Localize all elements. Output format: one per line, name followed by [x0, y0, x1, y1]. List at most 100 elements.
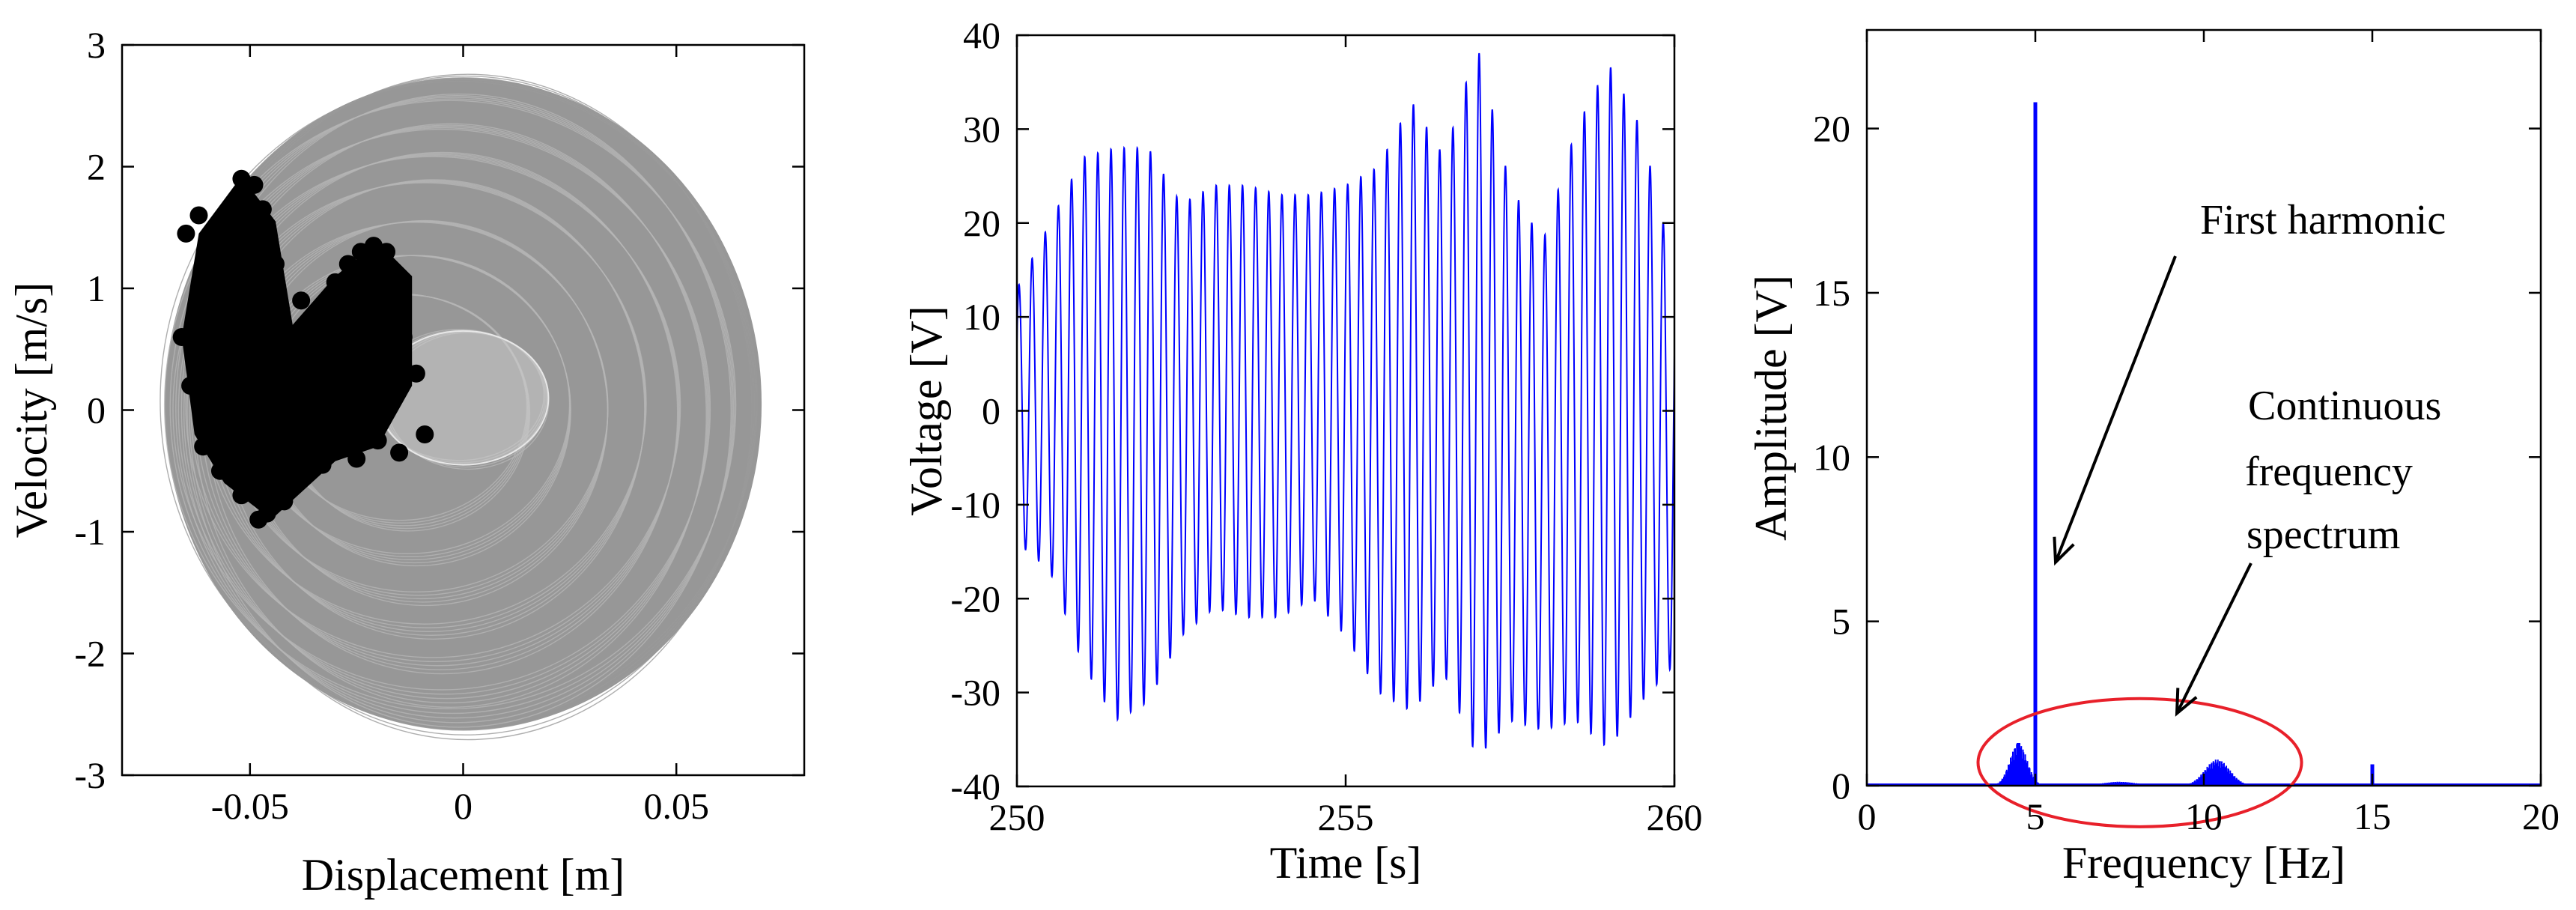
data-point	[258, 504, 276, 523]
data-point	[368, 303, 387, 322]
data-point	[416, 425, 434, 443]
x-tick-label: -0.05	[211, 785, 289, 827]
data-point	[377, 243, 396, 261]
orbit-line	[185, 156, 681, 658]
annotation-continuous-line: frequency	[2245, 449, 2413, 495]
y-tick-label: 0	[982, 390, 1000, 432]
x-tick-label: 260	[1647, 796, 1703, 838]
data-point	[210, 461, 229, 480]
y-tick-label: 3	[87, 24, 106, 66]
orbit-line	[190, 154, 681, 663]
annotations: First harmonic Continuous frequency spectru…	[2053, 197, 2446, 717]
y-tick-label: 30	[963, 108, 1000, 150]
x-tick-label: 10	[2185, 795, 2223, 837]
annotation-arrow-continuous	[2175, 562, 2253, 715]
orbit-line	[177, 127, 710, 695]
spectrum-band	[1994, 743, 2056, 786]
y-tick-label: 0	[87, 389, 106, 431]
y-axis-title: Voltage [V]	[902, 306, 951, 516]
data-point	[368, 431, 387, 450]
y-tick-label: -2	[74, 633, 106, 675]
data-point	[394, 328, 413, 346]
y-tick-label: -40	[950, 765, 1000, 807]
y-tick-label: -20	[950, 577, 1000, 619]
phase-portrait-chart: -0.05 0 0.05 -3 -2 -1 0 1 2 3 Displacement [m] Velo…	[7, 24, 806, 900]
data-point	[266, 255, 285, 273]
data-point	[202, 401, 221, 419]
y-axis-title: Velocity [m/s]	[7, 282, 56, 539]
data-point	[326, 413, 344, 431]
data-point	[177, 224, 195, 243]
y-axis-title: Amplitude [V]	[1746, 275, 1796, 541]
x-tick-label: 20	[2522, 795, 2560, 837]
annotation-continuous-line: spectrum	[2247, 512, 2400, 558]
annotation-arrow-continuous-head	[2175, 688, 2198, 717]
phase-orbits	[160, 73, 762, 741]
data-point	[275, 492, 294, 511]
data-point	[245, 175, 264, 194]
x-tick-label: 255	[1318, 796, 1374, 838]
x-tick-label: 250	[989, 796, 1045, 838]
annotation-arrow-first-harmonic	[2054, 255, 2177, 563]
spectrum-band	[2176, 759, 2265, 786]
y-tick-label: 1	[87, 267, 106, 309]
x-tick-label: 0	[1858, 795, 1877, 837]
x-tick-label: 0	[454, 785, 473, 827]
data-point	[240, 340, 259, 359]
data-point	[283, 352, 302, 371]
x-tick-label: 5	[2026, 795, 2045, 837]
orbit-line	[186, 93, 732, 728]
data-point	[172, 328, 191, 346]
annotation-continuous-line: Continuous	[2248, 383, 2441, 429]
orbit-line	[172, 128, 711, 691]
x-axis-title: Time [s]	[1270, 838, 1422, 888]
voltage-series-line	[1016, 52, 1675, 749]
y-tick-label: 10	[1813, 436, 1850, 478]
y-tick-label: 0	[1832, 765, 1850, 807]
data-point	[407, 364, 425, 383]
y-tick-label: -30	[950, 672, 1000, 714]
y-tick-label: -10	[950, 484, 1000, 526]
data-point	[390, 443, 409, 462]
y-tick-label: -1	[74, 511, 106, 553]
y-tick-label: -3	[74, 754, 106, 796]
orbit-line	[189, 124, 708, 704]
data-point	[313, 455, 332, 474]
orbit-line	[165, 79, 756, 727]
data-point	[232, 486, 251, 505]
orbit-line	[163, 100, 737, 710]
x-tick-label: 15	[2354, 795, 2391, 837]
y-tick-label: 10	[963, 296, 1000, 338]
x-axis-title: Displacement [m]	[302, 850, 625, 900]
y-tick-label: 2	[87, 146, 106, 188]
y-tick-label: 40	[963, 14, 1000, 56]
amplitude-spectrum-chart: First harmonic Continuous frequency spectru…	[1746, 28, 2560, 888]
orbit-line	[183, 126, 709, 700]
y-tick-label: 20	[1813, 108, 1850, 150]
data-point	[219, 291, 238, 310]
orbit-line	[169, 98, 735, 715]
y-tick-label: 5	[1832, 601, 1850, 643]
annotation-arrow-first-harmonic-head	[2053, 536, 2075, 566]
orbit-line	[160, 80, 758, 721]
data-point	[292, 291, 311, 310]
orbit-line	[180, 95, 733, 724]
poincare-points	[172, 169, 434, 529]
data-point	[338, 255, 357, 273]
data-point	[326, 273, 344, 291]
data-point	[347, 449, 366, 468]
data-point	[207, 243, 225, 261]
highlight-ellipse	[1976, 697, 2303, 828]
x-axis-title: Frequency [Hz]	[2062, 838, 2345, 888]
data-point	[386, 273, 404, 291]
orbit-line	[177, 75, 754, 735]
plot-frame	[1015, 34, 1676, 788]
orbit-line	[171, 77, 756, 731]
orbit-line	[175, 97, 735, 719]
data-point	[189, 206, 208, 225]
data-point	[181, 377, 200, 395]
voltage-time-chart: 250 255 260 -40 -30 -20 -10 0 10 20 30 40 Time [s] Vo…	[902, 14, 1703, 888]
data-point	[253, 200, 272, 219]
data-point	[305, 377, 323, 395]
data-point	[194, 437, 213, 456]
